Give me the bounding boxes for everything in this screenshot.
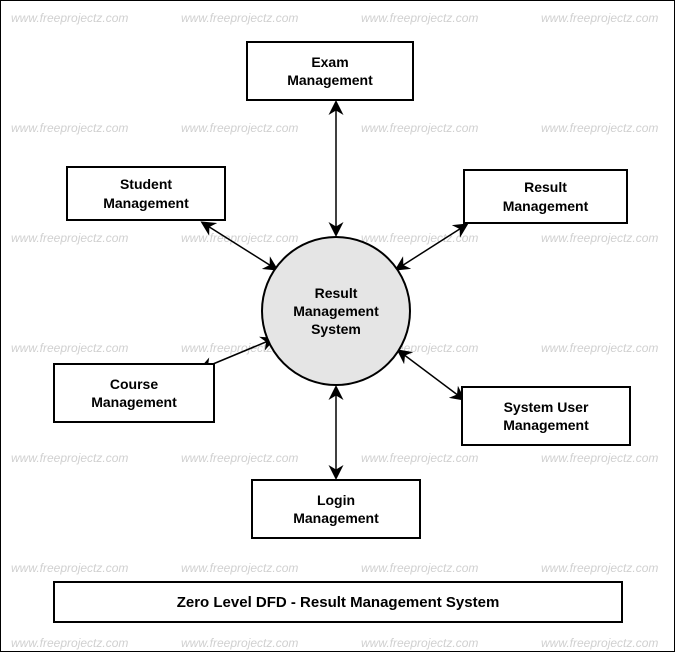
entity-label: StudentManagement (103, 175, 189, 211)
entity-label: LoginManagement (293, 491, 379, 527)
caption-text: Zero Level DFD - Result Management Syste… (177, 594, 500, 611)
entity-login: LoginManagement (251, 479, 421, 539)
center-process-label: ResultManagementSystem (293, 284, 379, 339)
entity-student: StudentManagement (66, 166, 226, 221)
entity-exam: ExamManagement (246, 41, 414, 101)
entity-sysuser: System UserManagement (461, 386, 631, 446)
entity-label: CourseManagement (91, 375, 177, 411)
entity-label: System UserManagement (503, 398, 589, 434)
entity-label: ExamManagement (287, 53, 373, 89)
connector-arrow (399, 351, 463, 399)
diagram-canvas: www.freeprojectz.comwww.freeprojectz.com… (0, 0, 675, 652)
center-process: ResultManagementSystem (261, 236, 411, 386)
connector-arrow (397, 225, 466, 269)
entity-label: ResultManagement (503, 178, 589, 214)
diagram-caption: Zero Level DFD - Result Management Syste… (53, 581, 623, 623)
connector-arrow (203, 223, 276, 269)
entity-course: CourseManagement (53, 363, 215, 423)
entity-result: ResultManagement (463, 169, 628, 224)
